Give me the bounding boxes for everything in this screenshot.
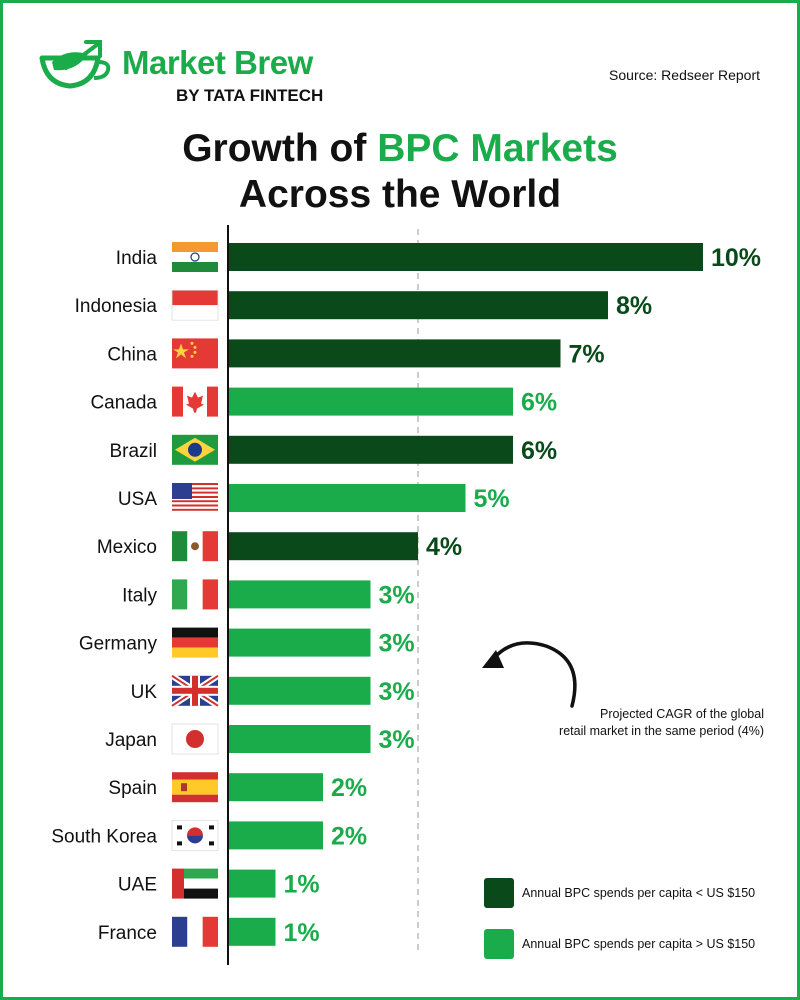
- title-line2: Across the World: [238, 173, 562, 216]
- category-label-italy: Italy: [122, 585, 157, 606]
- legend-label-low: Annual BPC spends per capita < US $150: [522, 886, 756, 900]
- value-label-italy: 3%: [379, 581, 415, 609]
- cagr-annotation: Projected CAGR of the global retail mark…: [520, 706, 764, 740]
- bar-indonesia: [228, 291, 608, 320]
- category-label-china: China: [107, 344, 157, 365]
- india-flag-icon: [172, 242, 218, 272]
- south-korea-flag-icon: [171, 820, 219, 851]
- bar-row-uk: UK 3%: [131, 673, 415, 709]
- value-label-spain: 2%: [331, 774, 367, 802]
- value-label-india: 10%: [711, 244, 761, 272]
- bar-usa: [228, 484, 466, 512]
- value-label-uk: 3%: [379, 678, 415, 706]
- indonesia-flag-icon: [171, 289, 219, 321]
- bar-brazil: [228, 435, 513, 464]
- value-label-indonesia: 8%: [616, 292, 652, 320]
- category-label-brazil: Brazil: [109, 441, 157, 462]
- bar-row-usa: USA 5%: [118, 483, 510, 513]
- category-label-germany: Germany: [79, 634, 158, 655]
- source-note: Source: Redseer Report: [609, 67, 760, 83]
- annotation-line-1: Projected CAGR of the global: [600, 707, 764, 721]
- bar-spain: [228, 773, 323, 802]
- bar-canada: [228, 387, 513, 416]
- bar-italy: [228, 580, 371, 609]
- chart-title: Growth of BPC Markets Across the World: [0, 126, 800, 218]
- category-label-usa: USA: [118, 489, 157, 510]
- category-label-indonesia: Indonesia: [75, 296, 158, 317]
- bar-germany: [228, 628, 371, 657]
- brand-name: Market Brew: [122, 44, 313, 81]
- category-label-india: India: [116, 248, 158, 269]
- category-label-south-korea: South Korea: [51, 826, 157, 847]
- italy-flag-icon: [172, 579, 218, 610]
- bar-row-japan: Japan 3%: [105, 723, 415, 755]
- bar-row-india: India 10%: [116, 242, 761, 272]
- brand-logo: Market Brew BY TATA FINTECH: [36, 34, 336, 114]
- brazil-flag-icon: [172, 434, 218, 465]
- china-flag-icon: [172, 338, 218, 369]
- uae-flag-icon: [172, 868, 218, 899]
- mexico-flag-icon: [172, 531, 218, 562]
- bar-row-italy: Italy 3%: [122, 579, 415, 610]
- title-accent: BPC Markets: [377, 127, 618, 170]
- bar-uae: [228, 869, 276, 898]
- bar-row-brazil: Brazil 6%: [109, 434, 557, 465]
- annotation-line-2: retail market in the same period (4%): [559, 724, 764, 738]
- value-label-japan: 3%: [379, 726, 415, 754]
- canada-flag-icon: [172, 386, 218, 417]
- bar-south-korea: [228, 821, 323, 850]
- spain-flag-icon: [172, 772, 218, 803]
- category-label-canada: Canada: [90, 393, 157, 414]
- bar-row-indonesia: Indonesia 8%: [75, 289, 652, 321]
- bar-row-south-korea: South Korea 2%: [51, 820, 367, 851]
- legend-label-high: Annual BPC spends per capita > US $150: [522, 937, 756, 951]
- bar-row-spain: Spain 2%: [108, 772, 367, 803]
- legend-swatch-low: [484, 878, 514, 908]
- value-label-mexico: 4%: [426, 533, 462, 561]
- uk-flag-icon: [170, 673, 220, 709]
- brand-byline: BY TATA FINTECH: [176, 86, 324, 105]
- value-label-germany: 3%: [379, 630, 415, 658]
- title-part1: Growth of: [182, 127, 378, 170]
- bar-mexico: [228, 532, 418, 561]
- bar-row-france: France 1%: [98, 916, 320, 947]
- bar-row-china: China 7%: [107, 338, 605, 369]
- france-flag-icon: [172, 916, 218, 947]
- value-label-south-korea: 2%: [331, 822, 367, 850]
- usa-flag-icon: [172, 483, 218, 513]
- category-label-japan: Japan: [105, 730, 157, 751]
- bar-chart: India 10%Indonesia 8%China 7%Canada 6%Brazil…: [51, 225, 761, 965]
- value-label-brazil: 6%: [521, 437, 557, 465]
- legend-item-low: Annual BPC spends per capita < US $150: [484, 878, 784, 914]
- bar-uk: [228, 676, 371, 705]
- bar-row-mexico: Mexico 4%: [97, 531, 462, 562]
- value-label-china: 7%: [569, 340, 605, 368]
- bar-row-canada: Canada 6%: [90, 386, 557, 417]
- category-label-spain: Spain: [108, 778, 157, 799]
- legend-item-high: Annual BPC spends per capita > US $150: [484, 929, 784, 965]
- bar-france: [228, 917, 276, 946]
- curved-arrow-icon: [482, 641, 577, 708]
- value-label-usa: 5%: [474, 485, 510, 513]
- bar-japan: [228, 725, 371, 753]
- category-label-mexico: Mexico: [97, 537, 157, 558]
- bar-india: [228, 243, 703, 271]
- bar-china: [228, 339, 561, 368]
- bar-row-germany: Germany 3%: [79, 627, 415, 658]
- category-label-uk: UK: [131, 682, 158, 703]
- category-label-france: France: [98, 923, 157, 944]
- value-label-uae: 1%: [284, 871, 320, 899]
- germany-flag-icon: [172, 627, 218, 658]
- japan-flag-icon: [171, 723, 219, 755]
- bar-row-uae: UAE 1%: [118, 868, 320, 899]
- teacup-logo-icon: [39, 40, 111, 89]
- legend-swatch-high: [484, 929, 514, 959]
- value-label-france: 1%: [284, 919, 320, 947]
- category-label-uae: UAE: [118, 875, 157, 896]
- value-label-canada: 6%: [521, 389, 557, 417]
